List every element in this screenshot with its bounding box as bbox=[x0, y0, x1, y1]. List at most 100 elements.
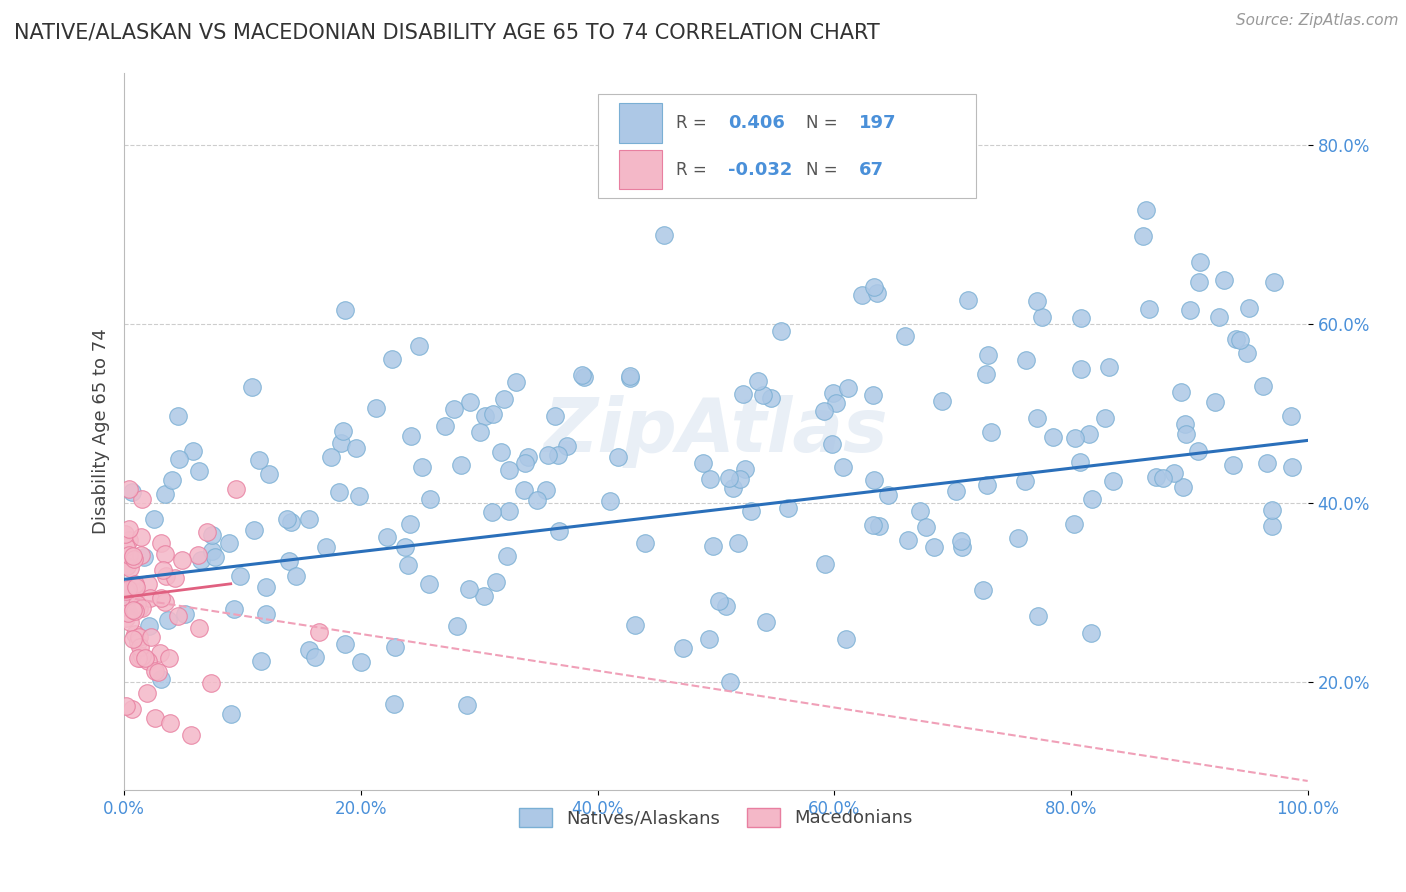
Point bbox=[382, 697, 405, 711]
Point bbox=[1094, 410, 1116, 425]
Point bbox=[1042, 430, 1064, 444]
Point bbox=[1144, 470, 1167, 484]
Point bbox=[619, 370, 641, 384]
Text: N =: N = bbox=[806, 161, 842, 178]
Point bbox=[156, 613, 179, 627]
Point bbox=[443, 401, 465, 416]
Point bbox=[821, 385, 844, 400]
Point bbox=[876, 488, 898, 502]
Point bbox=[1263, 276, 1285, 290]
Point bbox=[976, 478, 998, 492]
Point bbox=[1256, 456, 1278, 470]
Point bbox=[115, 611, 138, 625]
Point bbox=[124, 627, 146, 641]
Point bbox=[254, 580, 277, 594]
Point bbox=[122, 603, 145, 617]
Point bbox=[166, 409, 188, 424]
Point bbox=[181, 444, 204, 458]
Point bbox=[139, 630, 162, 644]
Point bbox=[821, 437, 844, 451]
Point bbox=[162, 473, 184, 487]
Point bbox=[718, 674, 741, 689]
Point bbox=[225, 483, 247, 497]
Point bbox=[411, 460, 433, 475]
Point bbox=[122, 549, 145, 563]
Point bbox=[418, 576, 440, 591]
Point bbox=[1173, 480, 1195, 494]
Point bbox=[824, 396, 846, 410]
Point bbox=[122, 552, 145, 566]
Point bbox=[1132, 229, 1154, 244]
Point bbox=[761, 391, 783, 405]
Point bbox=[1178, 302, 1201, 317]
Point bbox=[125, 585, 148, 599]
Point bbox=[276, 512, 298, 526]
Point bbox=[513, 483, 536, 498]
Point bbox=[153, 594, 176, 608]
Point bbox=[224, 602, 246, 616]
Point bbox=[1170, 385, 1192, 400]
Point bbox=[174, 607, 197, 621]
Point bbox=[972, 583, 994, 598]
Point bbox=[481, 505, 503, 519]
Point bbox=[138, 619, 160, 633]
Point bbox=[298, 643, 321, 657]
Point bbox=[862, 518, 884, 533]
Point bbox=[129, 530, 152, 544]
Point bbox=[851, 288, 873, 302]
Point bbox=[124, 577, 146, 591]
Point bbox=[1135, 202, 1157, 217]
Point bbox=[526, 492, 548, 507]
Point bbox=[396, 558, 419, 573]
Point bbox=[136, 686, 159, 700]
Point bbox=[548, 524, 571, 538]
Point bbox=[150, 536, 173, 550]
Point bbox=[1236, 345, 1258, 359]
Point bbox=[652, 228, 675, 243]
FancyBboxPatch shape bbox=[619, 150, 661, 189]
Point bbox=[315, 540, 337, 554]
Point bbox=[1187, 443, 1209, 458]
Point bbox=[1163, 466, 1185, 480]
Point bbox=[114, 540, 136, 554]
Point bbox=[1279, 409, 1302, 423]
Point bbox=[945, 484, 967, 499]
Point bbox=[697, 632, 720, 647]
Point bbox=[755, 615, 778, 629]
Point bbox=[1070, 310, 1092, 325]
Point bbox=[1229, 333, 1251, 347]
Point bbox=[1078, 426, 1101, 441]
Point bbox=[333, 303, 356, 318]
Point bbox=[717, 471, 740, 485]
Text: R =: R = bbox=[676, 114, 711, 132]
Point bbox=[747, 374, 769, 388]
Point bbox=[124, 578, 146, 592]
Point bbox=[131, 491, 153, 506]
Point bbox=[254, 607, 277, 621]
Point bbox=[446, 619, 468, 633]
Point bbox=[543, 409, 565, 424]
Point bbox=[721, 481, 744, 495]
Point bbox=[672, 640, 695, 655]
Y-axis label: Disability Age 65 to 74: Disability Age 65 to 74 bbox=[93, 328, 110, 534]
Point bbox=[149, 646, 172, 660]
Point bbox=[770, 324, 793, 338]
Point bbox=[931, 394, 953, 409]
Point bbox=[333, 637, 356, 651]
Point bbox=[974, 367, 997, 381]
Point bbox=[714, 599, 737, 613]
Point bbox=[634, 536, 657, 550]
Point bbox=[1213, 273, 1236, 287]
Point bbox=[149, 591, 172, 605]
Point bbox=[349, 489, 371, 503]
Point bbox=[434, 419, 457, 434]
Point bbox=[1025, 411, 1047, 425]
Text: -0.032: -0.032 bbox=[728, 161, 792, 178]
Point bbox=[894, 328, 917, 343]
Point bbox=[450, 458, 472, 473]
Point bbox=[349, 655, 371, 669]
Point bbox=[129, 651, 152, 665]
Point bbox=[298, 512, 321, 526]
Point bbox=[117, 606, 139, 620]
Point bbox=[124, 604, 146, 618]
